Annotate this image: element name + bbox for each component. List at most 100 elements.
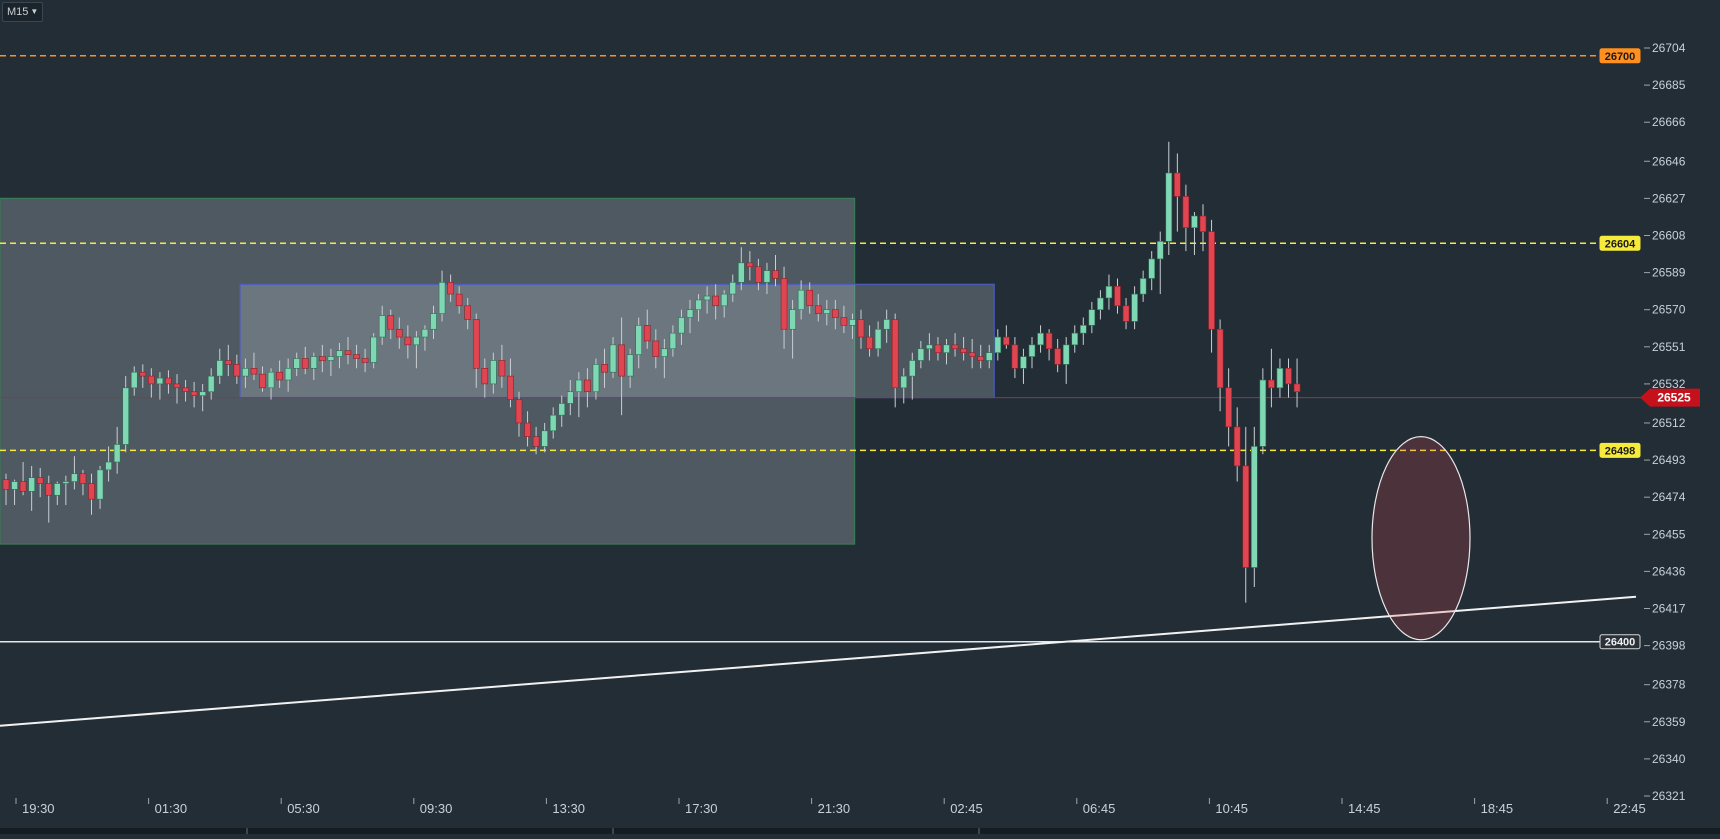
timeframe-selector[interactable]: M15 ▼ [2, 2, 44, 22]
x-axis-label: 02:45 [950, 801, 983, 816]
x-axis-label: 18:45 [1481, 801, 1514, 816]
candle-bullish [669, 332, 677, 350]
y-axis-label: 26398 [1652, 639, 1686, 653]
candle-bullish [541, 430, 548, 447]
bottom-scroll-bar[interactable] [0, 828, 1720, 834]
x-axis-label: 17:30 [685, 801, 718, 816]
candle-bullish [490, 360, 497, 385]
candle-bullish [336, 350, 343, 357]
candle-bearish [772, 270, 779, 279]
candle-bullish [71, 473, 78, 482]
candle-bullish [293, 358, 301, 369]
highlight-ellipse [1371, 436, 1471, 641]
candle-bearish [225, 360, 232, 365]
y-axis-label: 26474 [1652, 490, 1686, 504]
candle-bullish [53, 483, 61, 496]
candle-bearish [455, 293, 463, 307]
y-axis-label: 26321 [1652, 789, 1686, 803]
candle-bearish [618, 344, 625, 377]
candle-bearish [182, 387, 189, 393]
candle-bearish [780, 278, 788, 330]
candle-bullish [1131, 293, 1138, 322]
candle-bullish [797, 289, 805, 311]
candle-bearish [387, 315, 395, 330]
candle-bullish [695, 299, 702, 311]
candle-bearish [395, 328, 403, 338]
candle-bullish [900, 375, 908, 389]
candle-bearish [233, 364, 241, 377]
candle-bullish [686, 309, 694, 318]
candle-bullish [763, 270, 771, 283]
candle-bullish [1097, 297, 1104, 311]
candle-bullish [113, 444, 121, 463]
candle-bearish [746, 262, 754, 268]
level-tag-label: 26604 [1605, 238, 1636, 250]
candle-bearish [361, 358, 369, 363]
y-axis-label: 26666 [1652, 115, 1686, 129]
candle-bullish [720, 293, 728, 307]
candle-bearish [301, 358, 309, 369]
candle-bearish [866, 336, 873, 350]
y-axis-label: 26646 [1652, 154, 1686, 168]
candle-bearish [498, 360, 506, 377]
candle-bullish [1251, 446, 1258, 568]
candle-bearish [1199, 215, 1207, 232]
candle-bullish [789, 309, 796, 330]
candle-bearish [1054, 348, 1061, 365]
candle-bullish [207, 375, 215, 393]
x-axis-label: 06:45 [1083, 801, 1116, 816]
candle-bullish [874, 328, 882, 350]
scroll-segment-divider [978, 828, 980, 834]
y-axis-label: 26340 [1652, 752, 1686, 766]
candle-bearish [276, 371, 283, 381]
candle-bullish [592, 364, 600, 393]
candle-bullish [242, 367, 249, 377]
current-price-label: 26525 [1657, 391, 1691, 405]
candle-bearish [165, 377, 172, 385]
y-axis-label: 26589 [1652, 266, 1686, 280]
x-axis-label: 22:45 [1613, 801, 1646, 816]
candle-bullish [917, 348, 925, 361]
trendline [0, 595, 1637, 727]
y-axis-label: 26532 [1652, 377, 1686, 391]
candle-bullish [1148, 258, 1155, 279]
x-axis-label: 14:45 [1348, 801, 1381, 816]
candle-bearish [36, 477, 44, 484]
candle-bullish [566, 391, 574, 404]
candle-bullish [575, 379, 583, 393]
candle-bullish [122, 387, 129, 445]
level-tag-label: 26498 [1605, 445, 1636, 457]
candle-bullish [635, 325, 643, 355]
candle-bearish [643, 325, 651, 342]
scroll-segment-divider [612, 828, 614, 834]
candle-bullish [62, 481, 70, 484]
candle-bullish [1028, 344, 1036, 357]
candle-bearish [173, 383, 181, 389]
candle-bullish [267, 371, 275, 389]
candle-bullish [1276, 367, 1284, 389]
candle-bullish [703, 295, 711, 301]
candle-bullish [678, 317, 685, 334]
candle-bullish [1080, 325, 1087, 334]
candle-bearish [148, 375, 155, 385]
candle-bullish [96, 469, 104, 500]
candle-bullish [11, 481, 18, 490]
candle-bearish [840, 317, 848, 326]
candle-bearish [968, 352, 976, 357]
level-tag-box [1599, 442, 1641, 458]
candle-bearish [79, 473, 87, 484]
candle-bearish [601, 364, 608, 373]
candle-bearish [891, 319, 899, 389]
candle-bearish [960, 348, 967, 353]
candle-bearish [1225, 387, 1232, 428]
candle-bullish [1165, 172, 1173, 242]
candle-bullish [823, 309, 831, 314]
candle-bearish [45, 483, 53, 496]
candle-bullish [327, 356, 335, 361]
candle-bullish [1105, 285, 1113, 299]
candle-bullish [1037, 332, 1044, 346]
chevron-down-icon: ▼ [30, 7, 39, 16]
candle-bearish [814, 305, 822, 314]
